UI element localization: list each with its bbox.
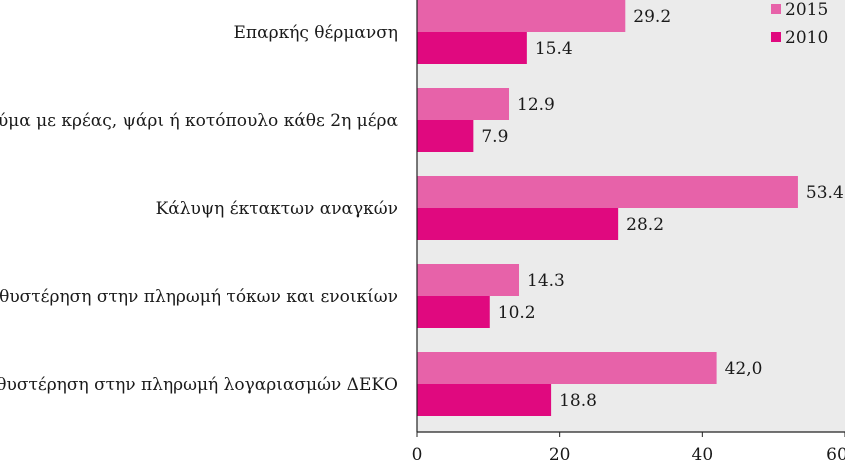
value-labels: 29.2 15.4 12.9 7.9 53.4 28.2 14.3 10.2 42,0 18.8 xyxy=(481,7,843,411)
bar-2010-1 xyxy=(417,32,527,64)
bar-2015-1 xyxy=(417,0,626,32)
legend-swatch-2015 xyxy=(771,4,781,14)
x-tick-label-40: 40 xyxy=(692,445,714,460)
legend: 2015 2010 xyxy=(771,0,828,48)
value-label-2010-3: 28.2 xyxy=(626,215,664,235)
bar-2010-2 xyxy=(417,120,474,152)
category-label-4: Καθυστέρηση στην πληρωμή τόκων και ενοικ… xyxy=(0,287,398,307)
value-label-2015-2: 12.9 xyxy=(517,95,555,115)
bar-2010-3 xyxy=(417,208,619,240)
bars-group xyxy=(417,0,798,416)
bar-2015-2 xyxy=(417,88,510,120)
bar-2015-5 xyxy=(417,352,717,384)
bar-2015-4 xyxy=(417,264,520,296)
x-tick-label-20: 20 xyxy=(549,445,571,460)
x-tick-label-0: 0 xyxy=(412,445,423,460)
value-label-2010-5: 18.8 xyxy=(559,391,597,411)
value-label-2010-1: 15.4 xyxy=(535,39,573,59)
value-label-2015-4: 14.3 xyxy=(527,271,565,291)
category-label-5: Καθυστέρηση στην πληρωμή λογαριασμών ΔΕΚ… xyxy=(0,375,398,395)
x-axis-ticks: 0 20 40 60 xyxy=(412,432,845,460)
category-label-2: Γεύμα με κρέας, ψάρι ή κοτόπουλο κάθε 2η… xyxy=(0,111,399,131)
bar-2015-3 xyxy=(417,176,798,208)
legend-label-2010: 2010 xyxy=(785,28,828,48)
value-label-2010-2: 7.9 xyxy=(481,127,508,147)
bar-2010-5 xyxy=(417,384,552,416)
value-label-2010-4: 10.2 xyxy=(498,303,536,323)
category-label-1: Επαρκής θέρμανση xyxy=(234,23,398,43)
bar-2010-4 xyxy=(417,296,490,328)
category-labels: Επαρκής θέρμανση Γεύμα με κρέας, ψάρι ή κ… xyxy=(0,23,399,395)
legend-label-2015: 2015 xyxy=(785,0,828,20)
value-label-2015-3: 53.4 xyxy=(806,183,844,203)
x-tick-label-60: 60 xyxy=(826,445,845,460)
value-label-2015-1: 29.2 xyxy=(633,7,671,27)
legend-swatch-2010 xyxy=(771,32,781,42)
category-label-3: Κάλυψη έκτακτων αναγκών xyxy=(156,199,398,219)
value-label-2015-5: 42,0 xyxy=(725,359,763,379)
